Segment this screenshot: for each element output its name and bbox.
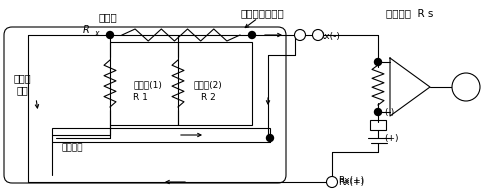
Text: x: x [94,29,99,37]
Text: R 2: R 2 [201,93,215,101]
Text: Rx(+): Rx(+) [338,177,364,185]
Circle shape [374,108,381,115]
Text: R: R [83,25,89,35]
Text: 絕緣板(2): 絕緣板(2) [194,81,223,89]
Text: (-): (-) [384,107,394,117]
Text: 想要測量的電流: 想要測量的電流 [240,8,284,18]
Bar [110,42,252,125]
Circle shape [107,31,114,38]
Bar [52,128,270,142]
Text: 不要的: 不要的 [13,73,31,83]
Bar [370,120,386,130]
Text: 絕緣板(1): 絕緣板(1) [133,81,162,89]
Text: 被測物: 被測物 [99,12,118,22]
Circle shape [327,177,338,187]
Circle shape [249,31,255,38]
Text: A: A [463,82,469,92]
Text: ガ－ド板: ガ－ド板 [61,144,83,152]
Text: 電流: 電流 [16,85,28,95]
Circle shape [313,29,324,41]
Text: Rx(-): Rx(-) [318,33,340,42]
Circle shape [452,73,480,101]
Circle shape [294,29,305,41]
Text: 輸入電阻  R s: 輸入電阻 R s [386,8,434,18]
Circle shape [374,59,381,66]
Text: (+): (+) [384,133,398,143]
Circle shape [266,134,273,141]
Text: Rx(+): Rx(+) [338,178,364,187]
Text: R 1: R 1 [132,93,147,101]
